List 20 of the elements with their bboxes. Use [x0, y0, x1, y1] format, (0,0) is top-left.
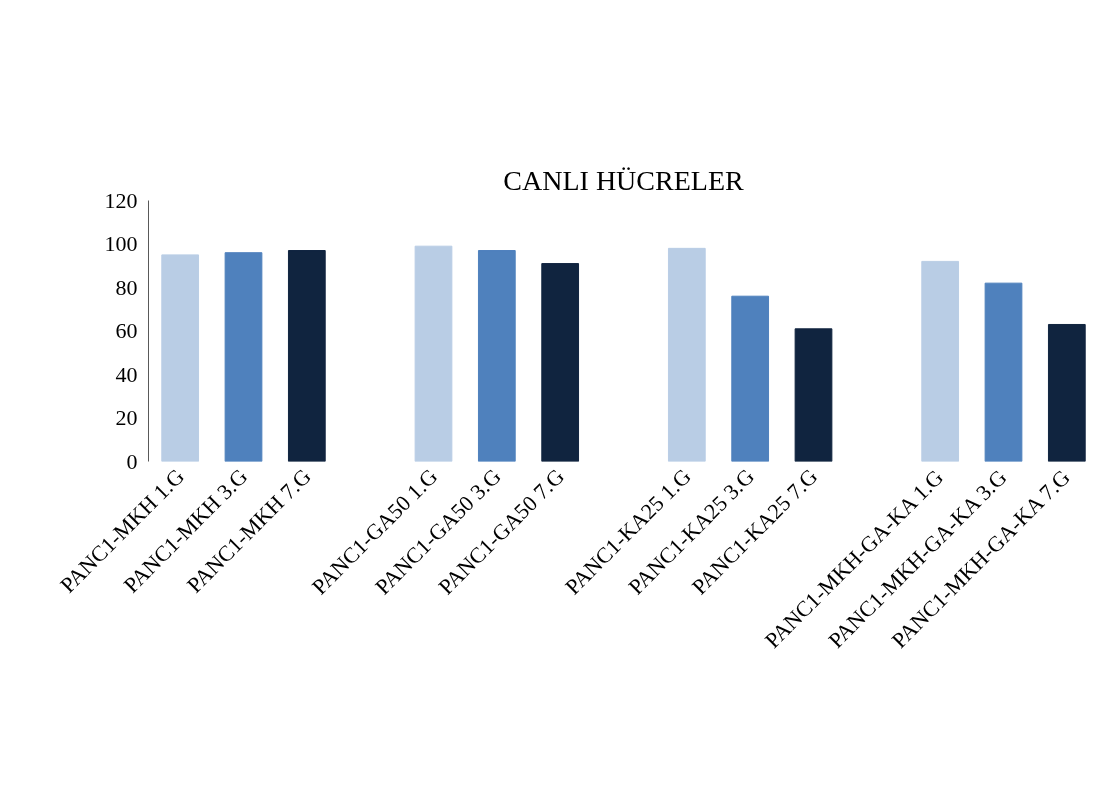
y-tick-label: 20 — [115, 405, 138, 430]
bar — [287, 250, 326, 462]
bar — [794, 328, 833, 462]
y-tick-label: 80 — [115, 274, 138, 300]
bar — [667, 247, 706, 462]
y-tick-label: 40 — [115, 361, 138, 387]
bar — [541, 263, 580, 462]
bar — [224, 252, 263, 462]
bar — [1047, 323, 1086, 462]
chart-title: CANLI HÜCRELER — [503, 164, 744, 196]
y-tick-label: 0 — [126, 448, 138, 474]
bar — [984, 282, 1023, 462]
bar — [414, 245, 453, 462]
bar — [161, 254, 200, 462]
y-tick-label: 60 — [115, 318, 138, 343]
bar — [477, 250, 516, 462]
bar — [731, 295, 770, 462]
y-tick-label: 120 — [104, 187, 138, 213]
bar — [921, 260, 960, 462]
y-tick-label: 100 — [104, 231, 138, 256]
